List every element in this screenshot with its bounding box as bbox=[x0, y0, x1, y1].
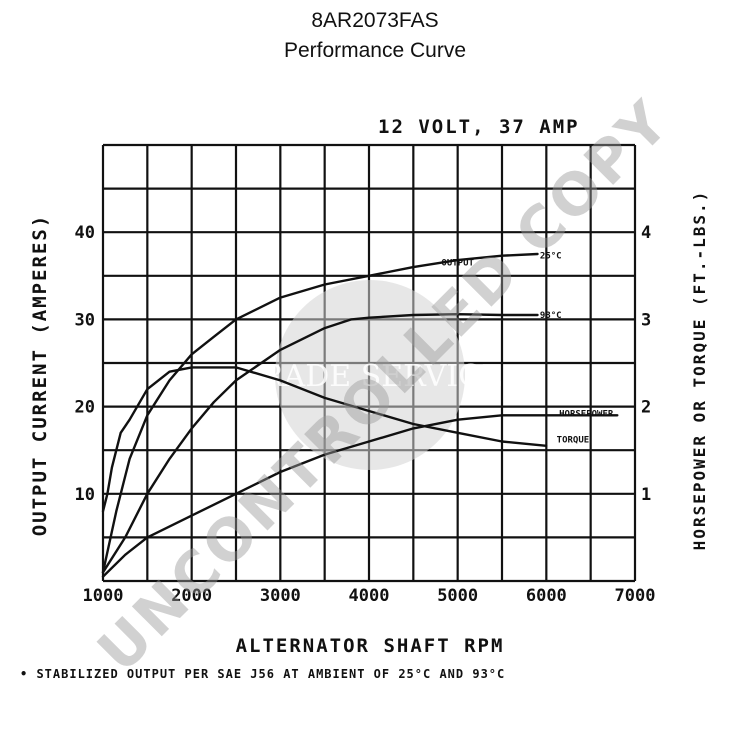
trade-service-logo: TRADE SERVICE bbox=[241, 280, 503, 470]
series-line-93-c bbox=[101, 313, 539, 574]
x-tick-label: 5000 bbox=[437, 586, 478, 606]
x-tick-label: 7000 bbox=[615, 586, 656, 606]
curve-label: 93°C bbox=[540, 311, 562, 321]
series-line-horsepower bbox=[101, 414, 619, 578]
curve-label: OUTPUT bbox=[441, 259, 474, 269]
y-tick-label-left: 40 bbox=[75, 223, 95, 243]
chart-subtitle: Performance Curve bbox=[283, 39, 467, 62]
figure-title: 8AR2073FAS Performance Curve bbox=[0, 6, 750, 66]
logo-text: TRADE SERVICE bbox=[241, 359, 503, 394]
x-tick-label: 1000 bbox=[83, 586, 124, 606]
curve-label: 25°C bbox=[540, 252, 562, 262]
y-axis-label-right: HORSEPOWER OR TORQUE (FT.-LBS.) bbox=[690, 190, 709, 551]
series-line-output-25-c bbox=[101, 252, 539, 574]
x-tick-label: 4000 bbox=[349, 586, 390, 606]
x-tick-label: 6000 bbox=[526, 586, 567, 606]
y-tick-label-right: 1 bbox=[641, 485, 651, 505]
tick-labels: 1000 2000 3000 4000 5000 6000 7000 10 20 30 40 1 2 3 4 bbox=[75, 223, 656, 606]
y-tick-label-left: 10 bbox=[75, 485, 95, 505]
series-layer bbox=[101, 252, 619, 578]
logo-circle bbox=[275, 280, 465, 470]
x-tick-label: 3000 bbox=[260, 586, 301, 606]
curve-label: TORQUE bbox=[557, 436, 590, 446]
series-line-torque bbox=[101, 366, 548, 513]
y-tick-label-right: 4 bbox=[641, 223, 651, 243]
x-axis-label: ALTERNATOR SHAFT RPM bbox=[236, 635, 505, 657]
chart-title: 12 VOLT, 37 AMP bbox=[378, 116, 580, 138]
x-tick-label: 2000 bbox=[171, 586, 212, 606]
footnote: • STABILIZED OUTPUT PER SAE J56 AT AMBIE… bbox=[20, 667, 505, 681]
y-tick-label-right: 2 bbox=[641, 398, 651, 418]
part-number: 8AR2073FAS bbox=[311, 9, 439, 32]
curve-label: HORSEPOWER bbox=[559, 410, 614, 420]
y-tick-label-right: 3 bbox=[641, 310, 651, 330]
curve-labels: OUTPUT 25°C 93°C HORSEPOWER TORQUE bbox=[441, 252, 613, 446]
y-axis-label-left: OUTPUT CURRENT (AMPERES) bbox=[29, 214, 51, 537]
y-tick-label-left: 20 bbox=[75, 398, 95, 418]
y-tick-label-left: 30 bbox=[75, 310, 95, 330]
